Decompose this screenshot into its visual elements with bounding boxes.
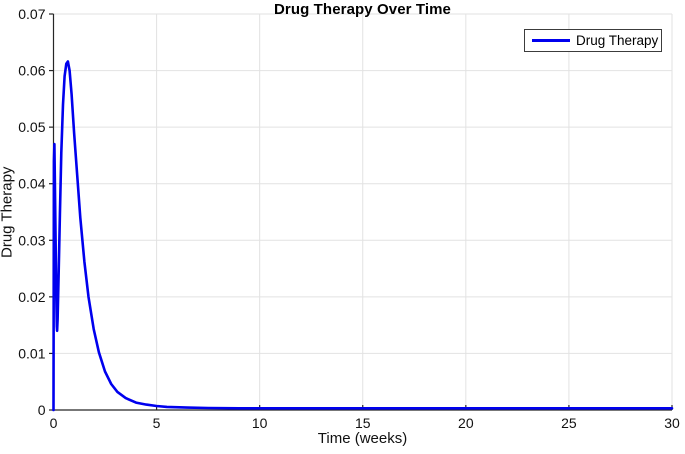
x-tick-label: 5	[153, 415, 161, 431]
x-tick-label: 15	[355, 415, 371, 431]
y-tick-label: 0.02	[18, 289, 45, 305]
y-tick-label: 0.06	[18, 63, 45, 79]
legend-line-sample	[532, 39, 570, 42]
legend: Drug Therapy	[524, 29, 662, 52]
x-tick-label: 30	[664, 415, 680, 431]
x-tick-label: 10	[252, 415, 268, 431]
legend-entry-label: Drug Therapy	[576, 33, 659, 48]
series-line-drug-therapy	[52, 60, 674, 412]
y-tick-label: 0	[38, 402, 46, 418]
x-tick-label: 0	[50, 415, 58, 431]
y-axis-label: Drug Therapy	[0, 166, 16, 258]
x-axis-label: Time (weeks)	[317, 430, 408, 447]
y-tick-label: 0.05	[18, 119, 45, 135]
chart-title: Drug Therapy Over Time	[274, 1, 451, 18]
y-tick-label: 0.04	[18, 176, 45, 192]
x-tick-label: 25	[561, 415, 577, 431]
x-tick-label: 20	[458, 415, 474, 431]
y-tick-label: 0.03	[18, 232, 45, 248]
y-tick-label: 0.01	[18, 345, 45, 361]
y-tick-label: 0.07	[18, 6, 45, 22]
